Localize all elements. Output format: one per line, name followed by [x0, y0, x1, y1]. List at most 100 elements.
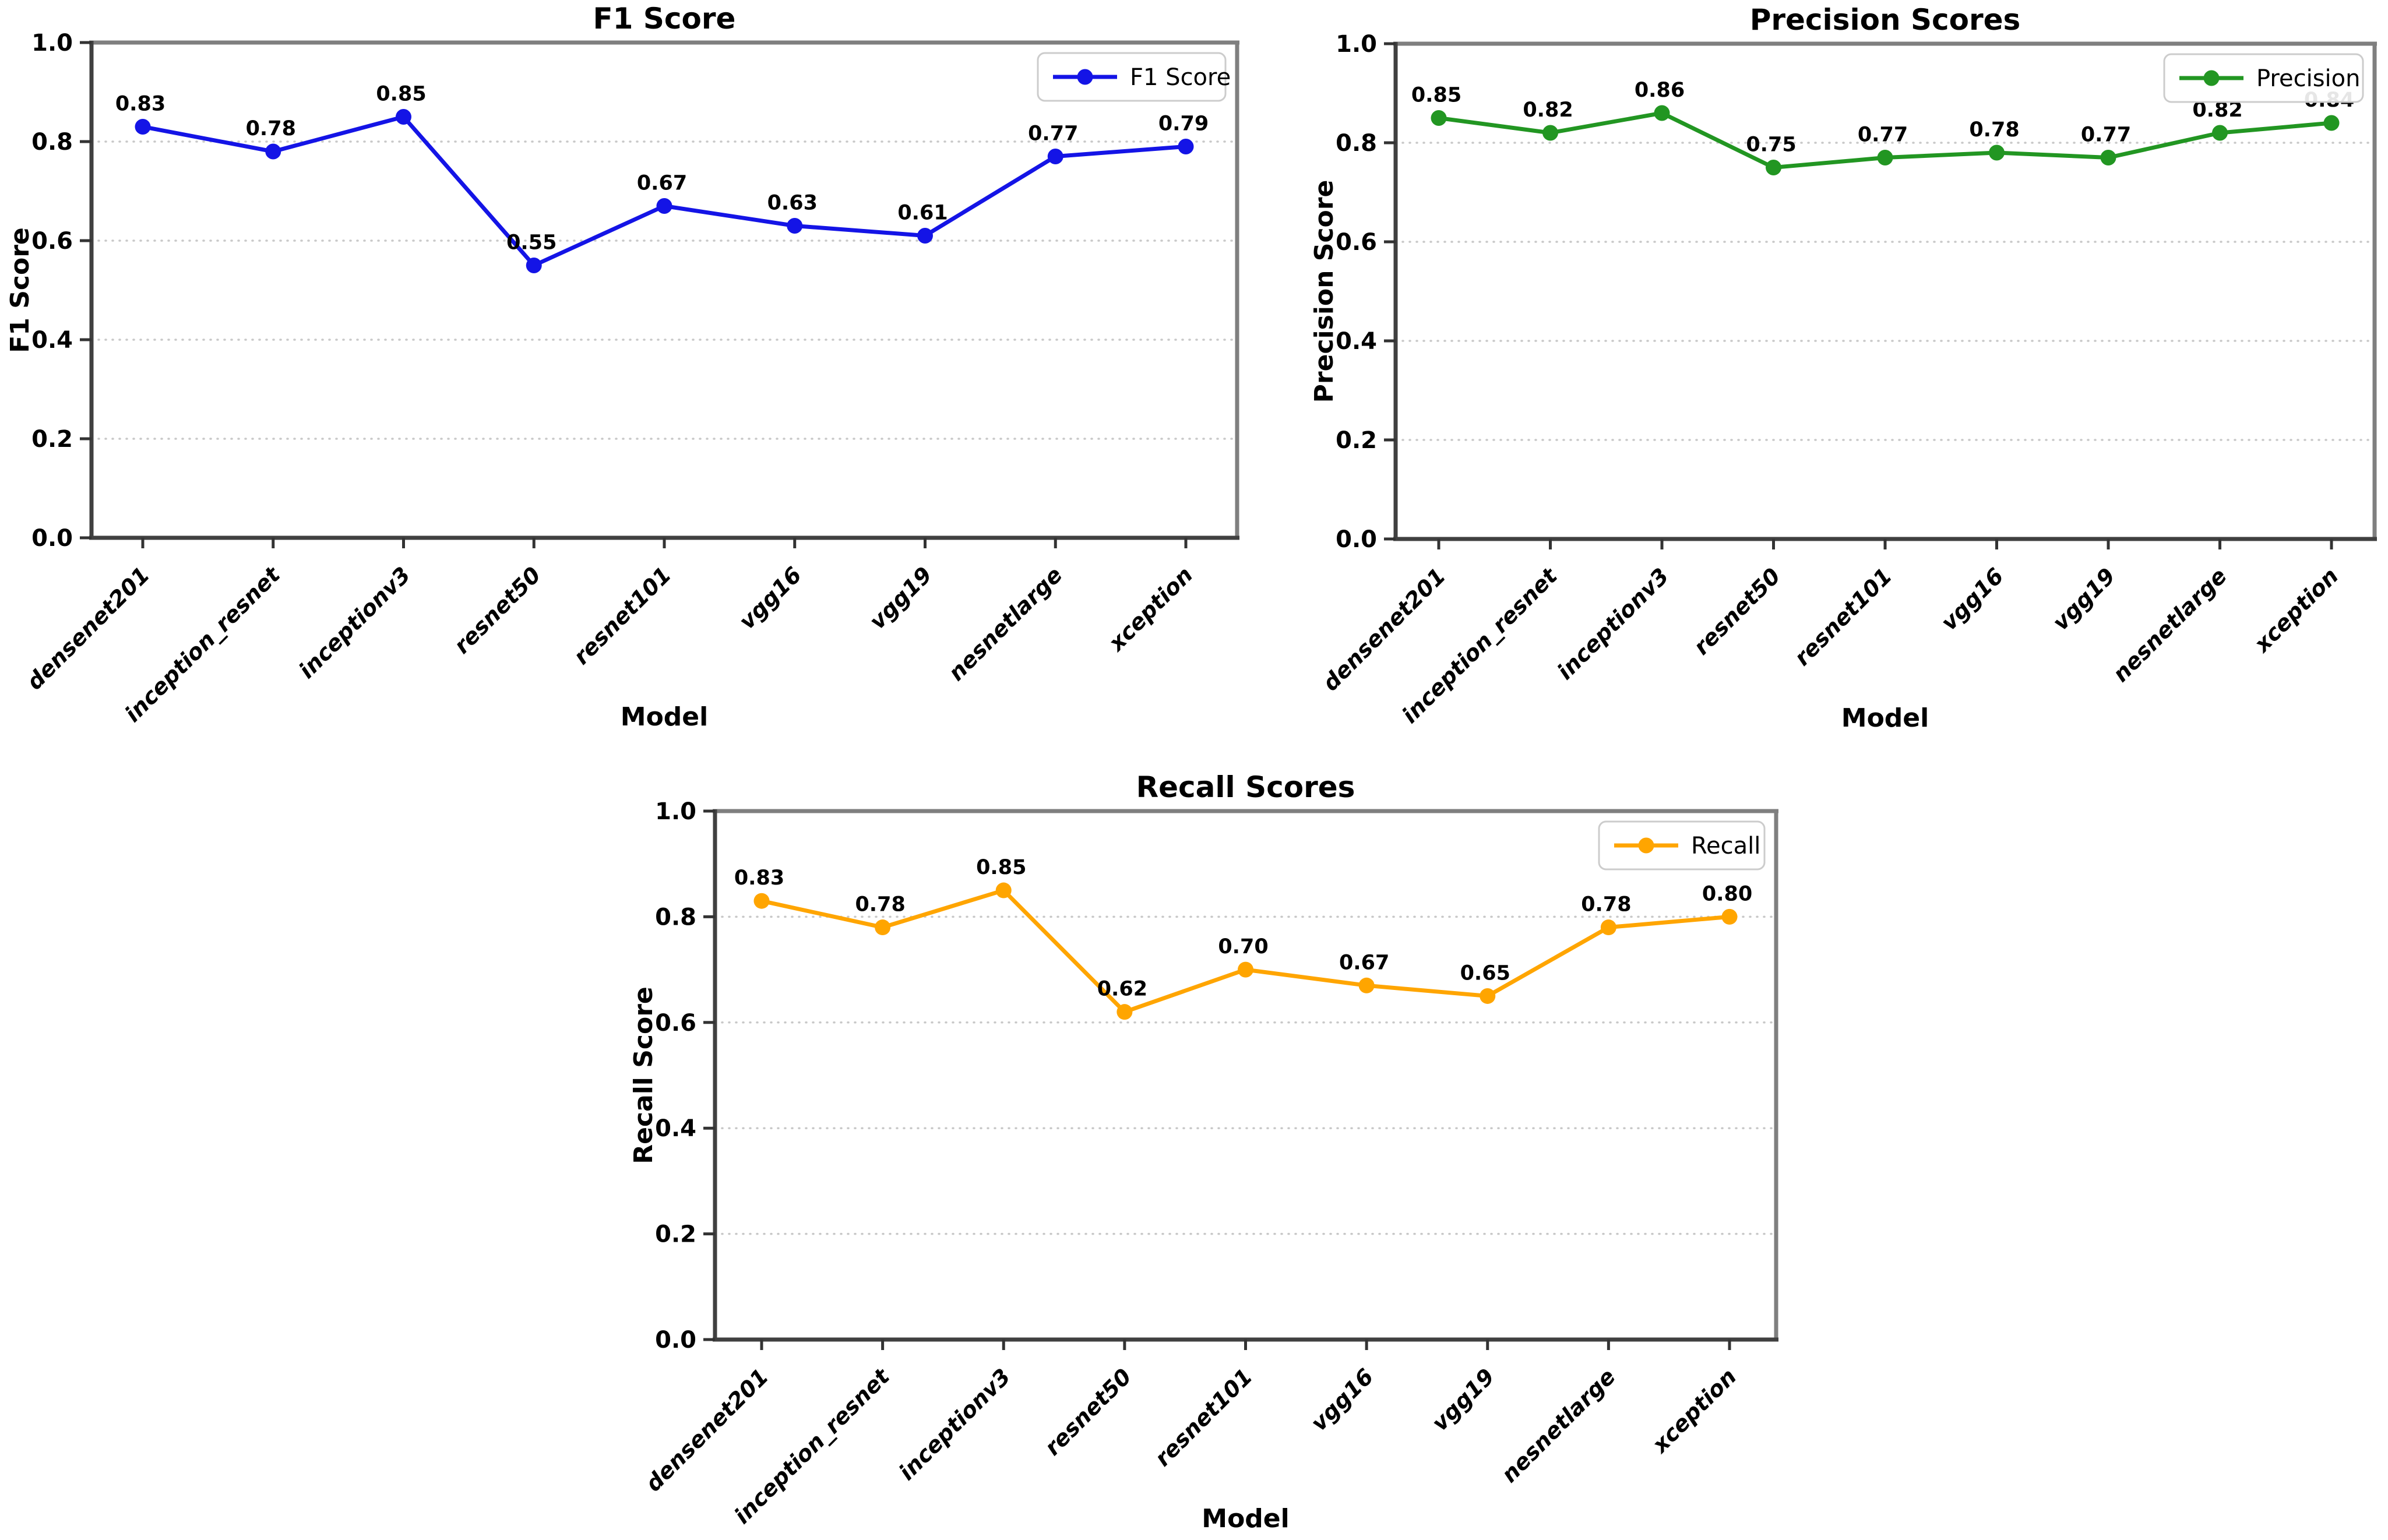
x-axis-label: Model — [621, 702, 708, 732]
y-tick-label: 1.0 — [655, 798, 696, 825]
data-point-marker — [1238, 961, 1253, 978]
data-point-marker — [1116, 1004, 1133, 1020]
legend-box — [2163, 53, 2364, 103]
x-tick-label: inceptionv3 — [894, 1363, 1016, 1485]
y-tick-label: 1.0 — [1336, 31, 1377, 58]
x-tick-label: inceptionv3 — [1552, 563, 1674, 685]
x-tick-label: vgg16 — [1936, 563, 2008, 635]
data-point-label: 0.83 — [115, 93, 165, 116]
data-point-label: 0.85 — [376, 83, 426, 106]
y-axis-label: Precision Score — [1309, 180, 1339, 403]
x-tick-label: nesnetlarge — [943, 562, 1068, 686]
data-point-marker — [2100, 150, 2116, 165]
x-axis-label: Model — [1841, 703, 1929, 733]
data-point-label: 0.79 — [1158, 112, 1209, 136]
y-tick-label: 0.0 — [655, 1327, 696, 1354]
data-point-label: 0.78 — [1969, 118, 2019, 142]
chart-canvas: 0.00.20.40.60.81.0densenet201inception_r… — [629, 770, 1778, 1534]
data-point-marker — [1989, 145, 2005, 161]
data-point-marker — [265, 143, 281, 160]
data-point-label: 0.55 — [506, 231, 557, 255]
data-point-marker — [2212, 125, 2228, 141]
x-tick-label: vgg16 — [1306, 1363, 1378, 1436]
data-point-label: 0.63 — [767, 192, 818, 215]
x-tick-label: vgg19 — [864, 562, 936, 634]
x-tick-label: xception — [1103, 562, 1197, 657]
f1-score-chart: 0.0 0.2 0.4 0.6 0.8 1.0 densenet201 inception_r… — [0, 0, 1317, 769]
legend-label: Precision — [2256, 65, 2360, 92]
x-tick-label: xception — [2248, 563, 2343, 658]
chart-canvas: 0.00.20.40.60.81.0densenet201inception_r… — [5, 2, 1239, 732]
data-point-label: 0.82 — [1523, 98, 1573, 122]
data-point-marker — [1358, 977, 1375, 993]
x-tick-label: nesnetlarge — [2108, 563, 2232, 687]
data-point-label: 0.85 — [1411, 84, 1461, 107]
legend-label: Recall — [1691, 833, 1760, 859]
y-tick-label: 0.6 — [1336, 229, 1377, 256]
y-axis-label: F1 Score — [5, 227, 35, 353]
data-point-label: 0.77 — [1028, 122, 1078, 146]
legend-marker — [1638, 837, 1654, 854]
data-point-label: 0.78 — [855, 893, 905, 917]
y-tick-label: 0.2 — [31, 426, 73, 453]
legend: F1 Score — [1037, 52, 1231, 102]
x-tick-label: resnet50 — [1689, 563, 1785, 660]
data-point-label: 0.80 — [1702, 882, 1752, 905]
legend-label: F1 Score — [1130, 64, 1231, 91]
y-tick-label: 0.2 — [655, 1221, 696, 1248]
y-tick-label: 0.8 — [1336, 130, 1377, 157]
legend: Recall — [1598, 820, 1766, 871]
data-point-label: 0.77 — [2081, 124, 2131, 147]
data-point-marker — [135, 119, 151, 135]
x-tick-label: nesnetlarge — [1496, 1363, 1621, 1488]
y-axis-label: Recall Score — [629, 986, 658, 1164]
chart-title: Precision Scores — [1750, 3, 2021, 37]
data-point-label: 0.62 — [1097, 978, 1147, 1001]
data-point-label: 0.67 — [637, 172, 687, 195]
x-tick-label: resnet101 — [1789, 563, 1897, 671]
chart-canvas: 0.00.20.40.60.81.0densenet201inception_r… — [1309, 3, 2377, 733]
data-point-marker — [995, 882, 1012, 898]
data-point-label: 0.78 — [1581, 893, 1631, 917]
data-point-marker — [917, 228, 933, 244]
y-tick-label: 0.8 — [655, 904, 696, 931]
y-tick-label: 0.8 — [31, 129, 73, 156]
x-tick-label: resnet101 — [568, 562, 676, 669]
data-point-marker — [1721, 908, 1738, 925]
x-tick-label: resnet101 — [1150, 1363, 1258, 1471]
chart-title: F1 Score — [593, 2, 736, 36]
x-tick-label: inceptionv3 — [294, 562, 415, 683]
legend-box — [1037, 52, 1227, 102]
data-point-marker — [1178, 139, 1194, 154]
data-point-marker — [787, 218, 803, 234]
legend: Precision — [2163, 53, 2364, 103]
legend-marker — [2203, 70, 2220, 86]
data-point-marker — [2323, 115, 2340, 131]
data-point-label: 0.65 — [1460, 961, 1510, 985]
data-point-label: 0.70 — [1218, 935, 1268, 958]
data-point-marker — [1766, 160, 1781, 175]
data-point-label: 0.77 — [1858, 124, 1908, 147]
x-tick-label: densenet201 — [22, 562, 154, 695]
data-point-label: 0.85 — [976, 856, 1026, 879]
data-point-label: 0.86 — [1635, 79, 1685, 102]
x-tick-label: vgg19 — [2048, 563, 2120, 635]
legend-box — [1598, 820, 1766, 871]
data-point-label: 0.78 — [246, 117, 296, 140]
y-tick-label: 0.0 — [31, 525, 73, 552]
data-point-marker — [1877, 150, 1893, 165]
recall-scores-chart: 0.0 0.2 0.4 0.6 0.8 1.0 densenet201 inception_r… — [583, 769, 1900, 1540]
x-tick-label: resnet50 — [449, 562, 545, 658]
data-point-marker — [656, 198, 672, 214]
data-point-marker — [753, 893, 770, 909]
x-tick-label: resnet50 — [1040, 1363, 1136, 1460]
y-tick-label: 1.0 — [31, 30, 73, 57]
y-tick-label: 0.6 — [31, 228, 73, 255]
data-point-marker — [396, 109, 411, 125]
data-point-marker — [1654, 105, 1670, 121]
data-point-label: 0.83 — [734, 866, 784, 890]
legend-marker — [1077, 69, 1093, 85]
data-point-marker — [1047, 149, 1063, 164]
data-point-label: 0.75 — [1746, 133, 1796, 157]
x-axis-label: Model — [1202, 1504, 1289, 1534]
